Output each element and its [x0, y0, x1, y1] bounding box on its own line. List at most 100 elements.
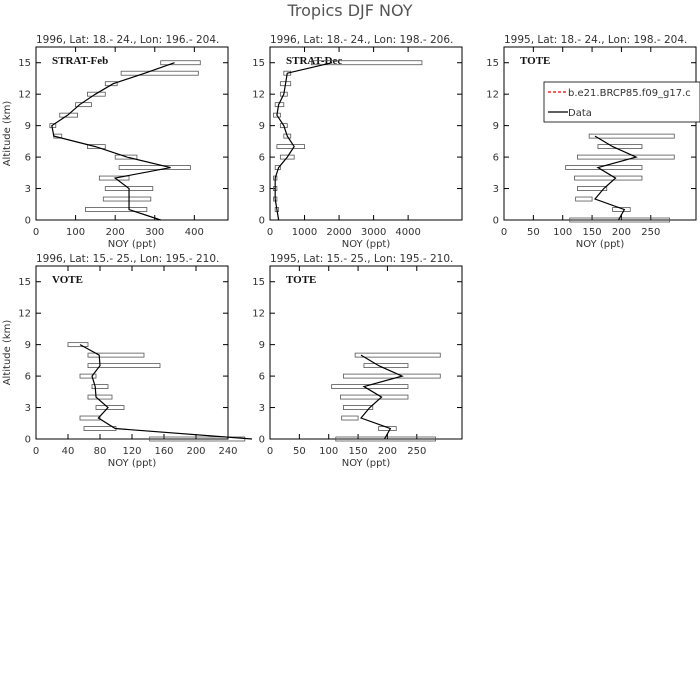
y-tick-label: 12 — [252, 90, 265, 101]
range-box — [279, 154, 295, 160]
y-tick-label: 9 — [259, 340, 265, 351]
x-tick-label: 250 — [407, 446, 426, 457]
range-box — [574, 175, 643, 181]
x-tick-label: 80 — [94, 446, 107, 457]
x-tick-label: 3000 — [361, 227, 386, 238]
range-box — [160, 60, 201, 66]
y-tick-label: 9 — [25, 121, 31, 132]
y-tick-label: 3 — [259, 184, 265, 195]
range-box — [118, 165, 191, 170]
x-tick-label: 0 — [501, 227, 507, 238]
y-tick-label: 12 — [486, 90, 499, 101]
range-box — [87, 363, 161, 369]
range-box — [276, 144, 305, 150]
x-axis-label: NOY (ppt) — [108, 458, 157, 469]
y-tick-label: 0 — [493, 216, 499, 227]
range-box — [79, 415, 101, 421]
x-tick-label: 200 — [186, 446, 205, 457]
plot-frame — [269, 46, 463, 221]
data-line — [359, 354, 404, 440]
range-box — [283, 133, 292, 139]
panel-title: 1996, Lat: 15.- 25., Lon: 195.- 210. — [36, 253, 219, 265]
y-axis-label: Altitude (km) — [2, 320, 13, 386]
x-tick-label: 200 — [612, 227, 631, 238]
y-tick-label: 0 — [25, 216, 31, 227]
panel-title: 1996, Lat: 18.- 24., Lon: 198.- 206. — [270, 34, 453, 46]
range-box — [363, 363, 409, 369]
range-box — [87, 91, 106, 97]
panel-label: TOTE — [520, 55, 550, 67]
x-tick-label: 200 — [106, 227, 125, 238]
x-tick-label: 150 — [583, 227, 602, 238]
y-tick-label: 9 — [493, 121, 499, 132]
y-tick-label: 12 — [18, 90, 31, 101]
y-tick-label: 9 — [25, 340, 31, 351]
data-line — [274, 62, 333, 221]
range-box — [102, 196, 152, 202]
y-tick-label: 6 — [25, 372, 31, 383]
range-box — [575, 196, 593, 202]
range-box — [59, 112, 78, 118]
panel-title: 1995, Lat: 15.- 25., Lon: 195.- 210. — [270, 253, 453, 265]
y-tick-label: 3 — [259, 403, 265, 414]
y-tick-label: 9 — [259, 121, 265, 132]
range-box — [104, 81, 118, 87]
y-tick-label: 15 — [252, 58, 265, 69]
range-box — [98, 175, 130, 181]
legend-label: Data — [568, 108, 592, 119]
panel-label: STRAT-Feb — [52, 55, 108, 67]
x-tick-label: 40 — [62, 446, 75, 457]
range-box — [342, 405, 374, 410]
range-box — [279, 123, 288, 129]
range-box — [340, 394, 409, 400]
range-box — [588, 133, 675, 139]
range-box — [597, 144, 643, 150]
range-box — [67, 342, 89, 348]
panel-title: 1995, Lat: 18.- 24., Lon: 198.- 204. — [504, 34, 687, 46]
x-axis-label: NOY (ppt) — [342, 239, 391, 250]
range-box — [311, 60, 423, 66]
x-tick-label: 100 — [553, 227, 572, 238]
y-tick-label: 15 — [18, 58, 31, 69]
panel-title: 1996, Lat: 18.- 24., Lon: 196.- 204. — [36, 34, 219, 46]
x-tick-label: 120 — [122, 446, 141, 457]
panel-label: VOTE — [52, 274, 83, 286]
plot-frame — [503, 46, 697, 221]
legend-label: b.e21.BRCP85.f09_g17.c — [568, 88, 691, 99]
y-tick-label: 3 — [493, 184, 499, 195]
range-box — [342, 373, 441, 379]
x-tick-label: 0 — [33, 227, 39, 238]
range-box — [378, 426, 397, 431]
x-axis-label: NOY (ppt) — [576, 239, 625, 250]
y-tick-label: 0 — [259, 216, 265, 227]
x-tick-label: 50 — [527, 227, 540, 238]
y-tick-label: 6 — [25, 153, 31, 164]
x-axis-label: NOY (ppt) — [342, 458, 391, 469]
x-tick-label: 2000 — [326, 227, 351, 238]
x-tick-label: 50 — [293, 446, 306, 457]
x-tick-label: 150 — [349, 446, 368, 457]
range-box — [576, 186, 608, 191]
x-tick-label: 400 — [185, 227, 204, 238]
range-box — [79, 373, 97, 379]
y-tick-label: 6 — [259, 153, 265, 164]
range-box — [95, 405, 125, 410]
y-tick-label: 6 — [259, 372, 265, 383]
x-axis-label: NOY (ppt) — [108, 239, 157, 250]
range-box — [91, 384, 109, 389]
y-tick-label: 3 — [25, 184, 31, 195]
x-tick-label: 160 — [154, 446, 173, 457]
x-tick-label: 100 — [319, 446, 338, 457]
range-box — [341, 415, 359, 421]
panel-label: TOTE — [286, 274, 316, 286]
x-tick-label: 0 — [33, 446, 39, 457]
plot-frame — [269, 265, 463, 440]
y-tick-label: 0 — [25, 435, 31, 446]
range-box — [49, 123, 57, 129]
x-tick-label: 1000 — [292, 227, 317, 238]
y-tick-label: 0 — [259, 435, 265, 446]
y-tick-label: 15 — [486, 58, 499, 69]
x-tick-label: 4000 — [395, 227, 420, 238]
